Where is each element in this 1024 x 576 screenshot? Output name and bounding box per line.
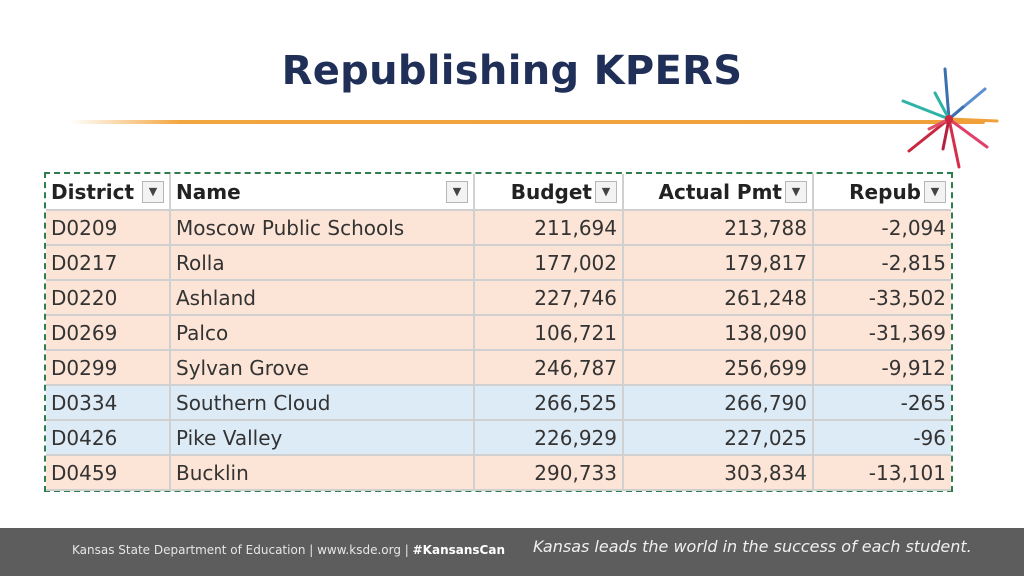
table-header-row: District ▼ Name ▼ Budget ▼ Actual Pmt ▼ Repu… bbox=[46, 174, 951, 211]
column-header-repub: Repub ▼ bbox=[813, 174, 951, 211]
cell-name[interactable]: Rolla bbox=[170, 245, 475, 281]
footer-hashtag: #KansansCan bbox=[412, 543, 505, 557]
cell-actual-pmt[interactable]: 179,817 bbox=[623, 245, 814, 281]
cell-name[interactable]: Moscow Public Schools bbox=[170, 210, 475, 246]
table-row: D0299 Sylvan Grove 246,787 256,699 -9,91… bbox=[46, 350, 951, 386]
filter-dropdown-icon[interactable]: ▼ bbox=[924, 180, 946, 203]
cell-name[interactable]: Pike Valley bbox=[170, 420, 475, 456]
cell-budget[interactable]: 227,746 bbox=[474, 280, 624, 316]
table-row: D0426 Pike Valley 226,929 227,025 -96 bbox=[46, 420, 951, 456]
cell-repub[interactable]: -31,369 bbox=[813, 315, 951, 351]
cell-repub[interactable]: -13,101 bbox=[813, 455, 951, 491]
footer-bar: Kansas State Department of Education | w… bbox=[0, 528, 1024, 576]
cell-budget[interactable]: 266,525 bbox=[474, 385, 624, 421]
cell-repub[interactable]: -96 bbox=[813, 420, 951, 456]
column-header-district: District ▼ bbox=[46, 174, 171, 211]
cell-name[interactable]: Ashland bbox=[170, 280, 475, 316]
column-header-label: Repub bbox=[849, 179, 921, 204]
column-header-label: Actual Pmt bbox=[658, 179, 782, 204]
footer-tagline: Kansas leads the world in the success of… bbox=[533, 537, 972, 556]
cell-actual-pmt[interactable]: 138,090 bbox=[623, 315, 814, 351]
table-row: D0269 Palco 106,721 138,090 -31,369 bbox=[46, 315, 951, 351]
table-row: D0459 Bucklin 290,733 303,834 -13,101 bbox=[46, 455, 951, 491]
cell-district[interactable]: D0220 bbox=[46, 280, 171, 316]
filter-dropdown-icon[interactable]: ▼ bbox=[785, 180, 807, 203]
footer-org-label: Kansas State Department of Education | w… bbox=[72, 543, 413, 557]
cell-actual-pmt[interactable]: 227,025 bbox=[623, 420, 814, 456]
cell-budget[interactable]: 226,929 bbox=[474, 420, 624, 456]
table-row: D0220 Ashland 227,746 261,248 -33,502 bbox=[46, 280, 951, 316]
cell-district[interactable]: D0459 bbox=[46, 455, 171, 491]
cell-name[interactable]: Southern Cloud bbox=[170, 385, 475, 421]
cell-district[interactable]: D0334 bbox=[46, 385, 171, 421]
column-header-name: Name ▼ bbox=[170, 174, 475, 211]
cell-budget[interactable]: 290,733 bbox=[474, 455, 624, 491]
cell-repub[interactable]: -2,815 bbox=[813, 245, 951, 281]
cell-district[interactable]: D0299 bbox=[46, 350, 171, 386]
cell-repub[interactable]: -2,094 bbox=[813, 210, 951, 246]
cell-repub[interactable]: -9,912 bbox=[813, 350, 951, 386]
cell-actual-pmt[interactable]: 303,834 bbox=[623, 455, 814, 491]
cell-district[interactable]: D0269 bbox=[46, 315, 171, 351]
cell-repub[interactable]: -33,502 bbox=[813, 280, 951, 316]
cell-district[interactable]: D0426 bbox=[46, 420, 171, 456]
star-burst-logo-icon bbox=[901, 67, 999, 169]
cell-repub[interactable]: -265 bbox=[813, 385, 951, 421]
cell-name[interactable]: Sylvan Grove bbox=[170, 350, 475, 386]
cell-name[interactable]: Palco bbox=[170, 315, 475, 351]
filter-dropdown-icon[interactable]: ▼ bbox=[595, 180, 617, 203]
column-header-label: Budget bbox=[510, 179, 592, 204]
accent-divider bbox=[70, 120, 985, 124]
page-title: Republishing KPERS bbox=[281, 48, 743, 94]
spreadsheet-table-region: District ▼ Name ▼ Budget ▼ Actual Pmt ▼ Repu… bbox=[44, 172, 953, 492]
column-header-label: Name bbox=[176, 179, 241, 204]
kpers-table: District ▼ Name ▼ Budget ▼ Actual Pmt ▼ Repu… bbox=[46, 174, 951, 491]
table-row: D0209 Moscow Public Schools 211,694 213,… bbox=[46, 210, 951, 246]
cell-actual-pmt[interactable]: 261,248 bbox=[623, 280, 814, 316]
footer-org-text: Kansas State Department of Education | w… bbox=[72, 543, 505, 557]
cell-actual-pmt[interactable]: 256,699 bbox=[623, 350, 814, 386]
cell-budget[interactable]: 246,787 bbox=[474, 350, 624, 386]
column-header-actual-pmt: Actual Pmt ▼ bbox=[623, 174, 814, 211]
cell-actual-pmt[interactable]: 213,788 bbox=[623, 210, 814, 246]
filter-dropdown-icon[interactable]: ▼ bbox=[142, 180, 164, 203]
table-row: D0334 Southern Cloud 266,525 266,790 -26… bbox=[46, 385, 951, 421]
cell-budget[interactable]: 177,002 bbox=[474, 245, 624, 281]
cell-name[interactable]: Bucklin bbox=[170, 455, 475, 491]
cell-budget[interactable]: 211,694 bbox=[474, 210, 624, 246]
cell-district[interactable]: D0209 bbox=[46, 210, 171, 246]
cell-district[interactable]: D0217 bbox=[46, 245, 171, 281]
cell-budget[interactable]: 106,721 bbox=[474, 315, 624, 351]
cell-actual-pmt[interactable]: 266,790 bbox=[623, 385, 814, 421]
table-row: D0217 Rolla 177,002 179,817 -2,815 bbox=[46, 245, 951, 281]
column-header-label: District bbox=[51, 179, 135, 204]
column-header-budget: Budget ▼ bbox=[474, 174, 624, 211]
filter-dropdown-icon[interactable]: ▼ bbox=[446, 180, 468, 203]
